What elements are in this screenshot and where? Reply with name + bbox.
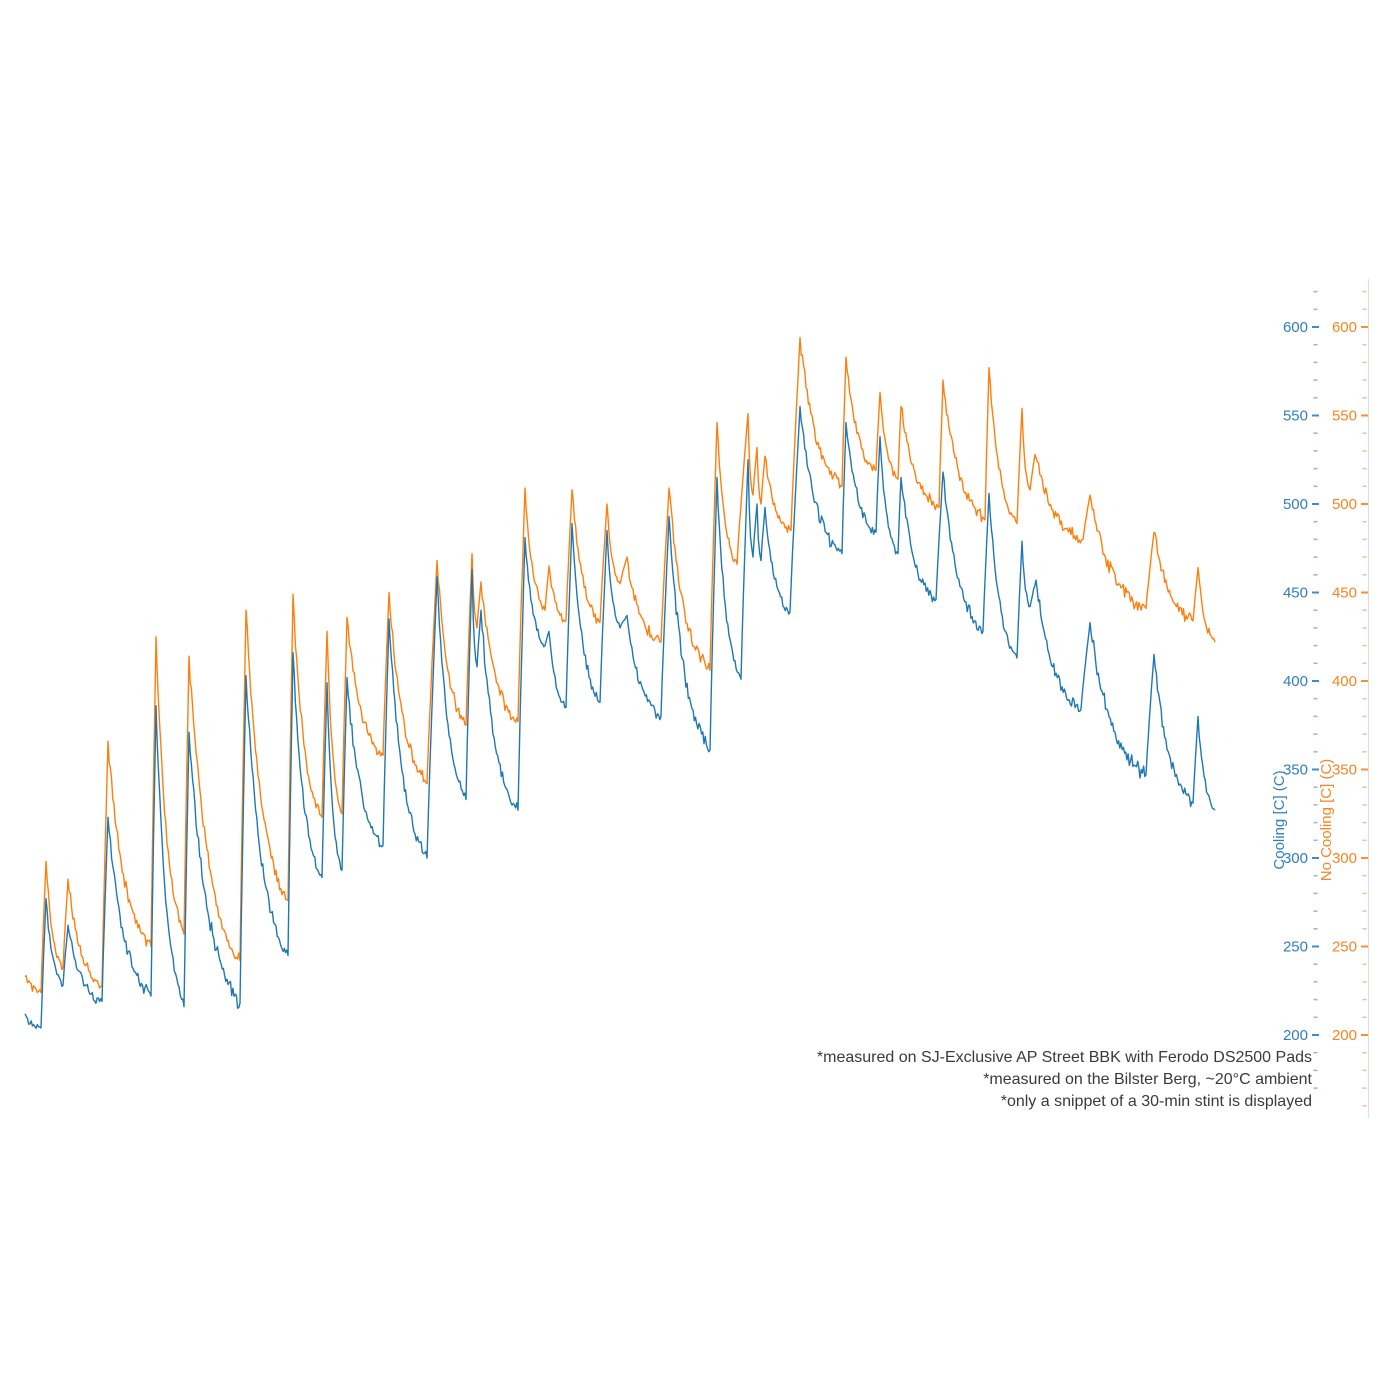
- y-tick-label: 500: [1283, 496, 1308, 513]
- y-tick-label: 500: [1332, 496, 1357, 513]
- y-tick-label: 400: [1332, 673, 1357, 690]
- y-tick-label: 450: [1332, 585, 1357, 602]
- y-tick-label: 200: [1283, 1027, 1308, 1044]
- y-tick-label: 300: [1332, 850, 1357, 867]
- y-tick-label: 200: [1332, 1027, 1357, 1044]
- y-tick-label: 350: [1283, 762, 1308, 779]
- footnote-line: *only a snippet of a 30-min stint is dis…: [1000, 1093, 1312, 1110]
- y-tick-label: 400: [1283, 673, 1308, 690]
- y-tick-label: 250: [1332, 939, 1357, 956]
- y-axis-title-no_cooling: No Cooling [C] (C): [1318, 759, 1335, 882]
- footnote-annotations: *measured on SJ-Exclusive AP Street BBK …: [817, 1047, 1312, 1113]
- y-tick-label: 550: [1332, 408, 1357, 425]
- y-tick-label: 450: [1283, 585, 1308, 602]
- footnote-line: *measured on SJ-Exclusive AP Street BBK …: [816, 1049, 1312, 1066]
- y-tick-label: 600: [1332, 319, 1357, 336]
- series-line-cooling: [24, 405, 1216, 1029]
- y-tick-label: 600: [1283, 319, 1308, 336]
- y-tick-label: 550: [1283, 408, 1308, 425]
- series-line-no-cooling: [24, 336, 1216, 994]
- y-tick-label: 350: [1332, 762, 1357, 779]
- y-axis-title-cooling: Cooling [C] (C): [1271, 770, 1288, 869]
- y-tick-label: 300: [1283, 850, 1308, 867]
- y-tick-label: 250: [1283, 939, 1308, 956]
- footnote-line: *measured on the Bilster Berg, ~20°C amb…: [983, 1071, 1312, 1088]
